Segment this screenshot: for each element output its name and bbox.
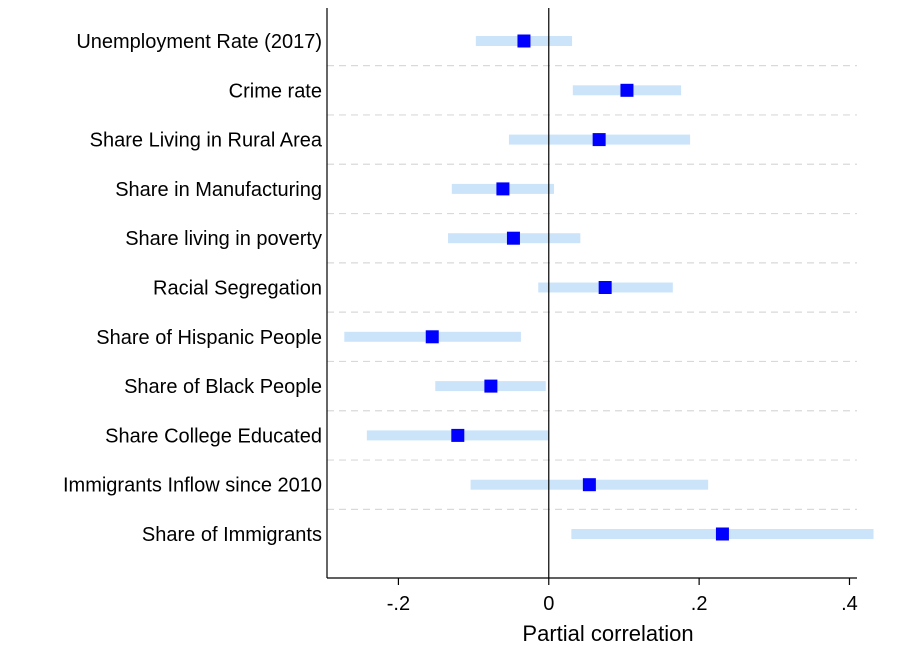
category-label: Immigrants Inflow since 2010 xyxy=(63,475,322,497)
x-tick-label: .4 xyxy=(841,593,858,615)
point-marker xyxy=(620,83,634,97)
point-marker xyxy=(506,231,520,245)
x-tick-label: -.2 xyxy=(387,593,410,615)
x-axis-ticks: -.2 0 .2 .4 xyxy=(387,578,858,615)
category-label: Share of Hispanic People xyxy=(96,327,322,349)
category-label: Share living in poverty xyxy=(125,228,322,250)
category-label: Share of Immigrants xyxy=(142,524,322,546)
x-tick-label: 0 xyxy=(543,593,554,615)
point-marker xyxy=(517,34,531,48)
x-tick-label: .2 xyxy=(691,593,708,615)
category-label: Share in Manufacturing xyxy=(115,179,322,201)
point-marker xyxy=(496,182,510,196)
point-estimates xyxy=(425,34,729,541)
category-label: Share of Black People xyxy=(124,376,322,398)
grid-lines xyxy=(327,65,857,510)
point-marker xyxy=(451,428,465,442)
point-marker xyxy=(592,133,606,147)
point-marker xyxy=(582,478,596,492)
x-axis-title: Partial correlation xyxy=(522,621,693,646)
category-label: Crime rate xyxy=(229,80,322,102)
point-marker xyxy=(425,330,439,344)
category-label: Unemployment Rate (2017) xyxy=(76,31,322,53)
point-marker xyxy=(484,379,498,393)
point-marker xyxy=(598,281,612,294)
point-marker xyxy=(715,527,729,541)
category-label: Share Living in Rural Area xyxy=(90,130,323,152)
category-label: Share College Educated xyxy=(105,425,322,447)
category-label: Racial Segregation xyxy=(153,278,322,300)
category-labels: Unemployment Rate (2017) Crime rate Share … xyxy=(63,31,323,546)
